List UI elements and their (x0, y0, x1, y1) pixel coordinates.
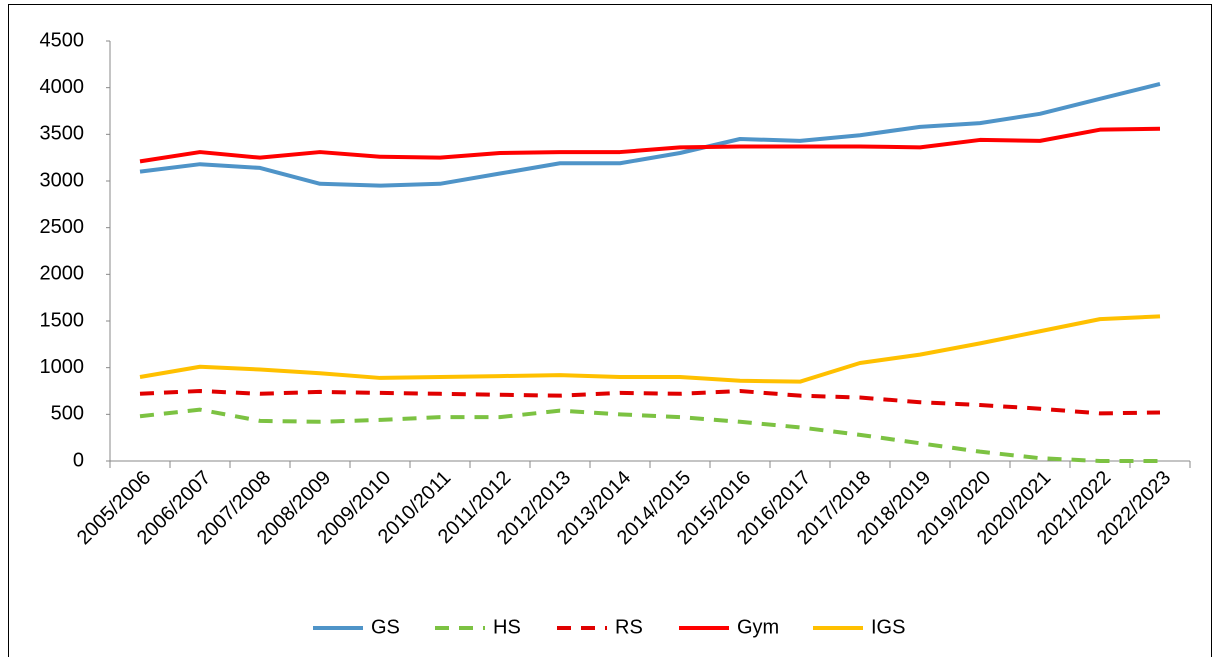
series-line (139, 81, 1161, 188)
y-tick-label: 500 (51, 403, 84, 425)
series-line (139, 314, 1161, 384)
y-tick-label: 3000 (40, 169, 85, 191)
legend-label: GS (371, 616, 400, 638)
y-tick-label: 4000 (40, 76, 85, 98)
series-line (139, 407, 1160, 463)
y-tick-label: 2500 (40, 216, 85, 238)
legend-label: RS (615, 616, 643, 638)
chart-frame (8, 4, 1212, 662)
y-tick-label: 1000 (40, 356, 85, 378)
y-tick-label: 3500 (40, 123, 85, 145)
series-line (139, 389, 1161, 416)
legend-label: IGS (871, 616, 905, 638)
y-tick-label: 0 (73, 449, 84, 471)
y-tick-label: 4500 (40, 29, 85, 51)
legend-label: Gym (737, 616, 779, 638)
series-line (139, 126, 1161, 164)
legend-label: HS (493, 616, 521, 638)
y-tick-label: 1500 (40, 309, 85, 331)
y-tick-label: 2000 (40, 263, 85, 285)
